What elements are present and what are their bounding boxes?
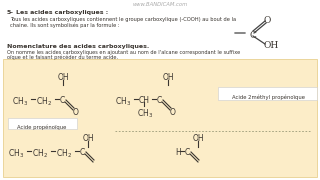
Text: C: C xyxy=(249,31,256,40)
Text: O: O xyxy=(170,108,176,117)
Text: 5-: 5- xyxy=(7,10,14,15)
Text: OH: OH xyxy=(58,73,70,82)
Text: H: H xyxy=(175,148,181,157)
Text: CH$_3$: CH$_3$ xyxy=(12,96,28,109)
Text: OH: OH xyxy=(193,134,204,143)
Text: Nomenclature des acides carboxyliques.: Nomenclature des acides carboxyliques. xyxy=(7,44,149,49)
Text: CH$_2$: CH$_2$ xyxy=(56,148,72,161)
Text: Acide propénoïque: Acide propénoïque xyxy=(17,124,67,129)
FancyBboxPatch shape xyxy=(3,59,317,177)
Text: Tous les acides carboxyliques contiennent le groupe carboxylique (-COOH) au bout: Tous les acides carboxyliques contiennen… xyxy=(10,17,236,22)
Text: O: O xyxy=(73,108,79,117)
Text: CH$_3$: CH$_3$ xyxy=(115,96,131,109)
Text: www.BANDICAM.com: www.BANDICAM.com xyxy=(132,2,188,7)
FancyBboxPatch shape xyxy=(218,87,316,100)
Text: C: C xyxy=(60,96,65,105)
FancyBboxPatch shape xyxy=(7,118,76,129)
Text: CH$_3$: CH$_3$ xyxy=(8,148,24,161)
Text: C: C xyxy=(80,148,85,157)
Text: CH$_3$: CH$_3$ xyxy=(137,107,153,120)
Text: CH$_2$: CH$_2$ xyxy=(36,96,52,109)
Text: On nomme les acides carboxyliques en ajoutant au nom de l'alcane correspondant l: On nomme les acides carboxyliques en ajo… xyxy=(7,50,240,55)
Text: CH$_2$: CH$_2$ xyxy=(32,148,48,161)
Text: C: C xyxy=(157,96,162,105)
Text: C: C xyxy=(185,148,190,157)
Text: OH: OH xyxy=(83,134,95,143)
Text: Acide 2méthyl propénoïque: Acide 2méthyl propénoïque xyxy=(231,94,305,100)
Text: chaine. Ils sont symbolisés par la formule :: chaine. Ils sont symbolisés par la formu… xyxy=(10,22,120,28)
Text: O: O xyxy=(264,16,271,25)
Text: OH: OH xyxy=(163,73,175,82)
Text: OH: OH xyxy=(264,41,279,50)
Text: Les acides carboxyliques :: Les acides carboxyliques : xyxy=(16,10,108,15)
Text: oïque et le faisant précéder du terme acide.: oïque et le faisant précéder du terme ac… xyxy=(7,55,118,60)
Text: CH: CH xyxy=(139,96,150,105)
